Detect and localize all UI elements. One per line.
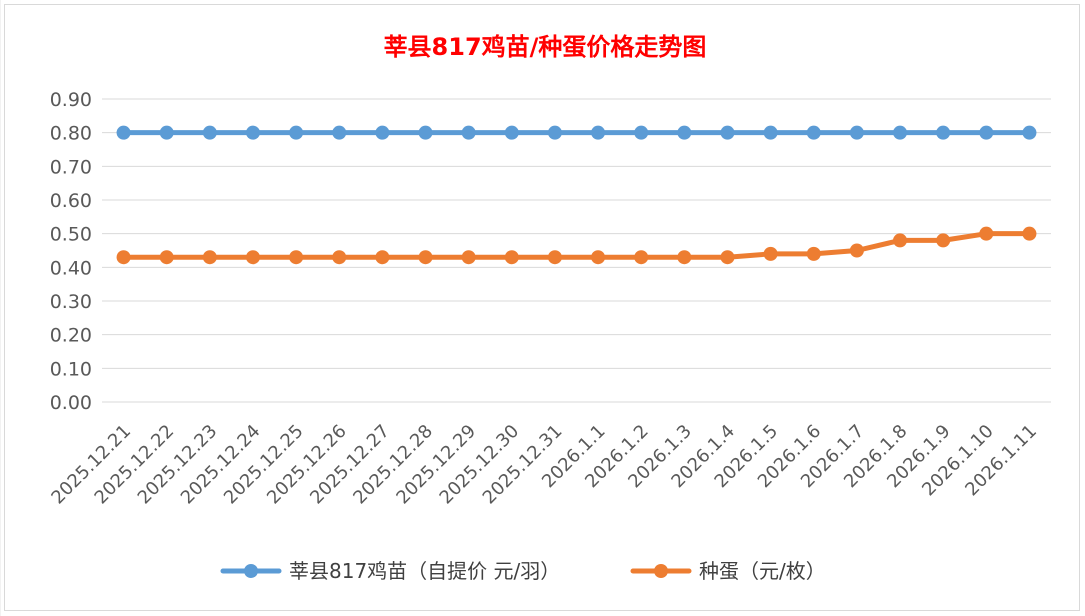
data-point[interactable] — [936, 233, 951, 248]
y-tick-label: 0.40 — [50, 257, 92, 279]
data-point[interactable] — [332, 250, 347, 265]
data-point[interactable] — [504, 250, 519, 265]
data-point[interactable] — [418, 125, 433, 140]
data-point[interactable] — [763, 246, 778, 261]
data-point[interactable] — [591, 125, 606, 140]
y-tick-label: 0.20 — [50, 325, 92, 347]
data-point[interactable] — [245, 250, 260, 265]
data-point[interactable] — [159, 250, 174, 265]
data-point[interactable] — [547, 125, 562, 140]
legend-item[interactable]: 种蛋（元/枚） — [630, 559, 826, 583]
data-point[interactable] — [893, 233, 908, 248]
y-tick-label: 0.60 — [50, 190, 92, 212]
y-tick-label: 0.80 — [50, 123, 92, 145]
data-point[interactable] — [979, 226, 994, 241]
legend-point-marker — [654, 564, 668, 578]
legend: 莘县817鸡苗（自提价 元/羽） 种蛋（元/枚） — [220, 559, 826, 583]
y-tick-label: 0.90 — [50, 89, 92, 111]
data-point[interactable] — [418, 250, 433, 265]
data-point[interactable] — [806, 246, 821, 261]
data-point[interactable] — [677, 125, 692, 140]
data-point[interactable] — [634, 125, 649, 140]
data-point[interactable] — [245, 125, 260, 140]
data-point[interactable] — [849, 243, 864, 258]
data-point[interactable] — [202, 125, 217, 140]
y-tick-label: 0.70 — [50, 156, 92, 178]
data-point[interactable] — [677, 250, 692, 265]
data-point[interactable] — [936, 125, 951, 140]
data-point[interactable] — [332, 125, 347, 140]
data-point[interactable] — [289, 250, 304, 265]
series-1 — [116, 125, 1037, 140]
chart-title: 莘县817鸡苗/种蛋价格走势图 — [384, 33, 707, 61]
data-point[interactable] — [461, 250, 476, 265]
data-point[interactable] — [1022, 226, 1037, 241]
data-point[interactable] — [547, 250, 562, 265]
y-tick-label: 0.00 — [50, 392, 92, 414]
data-point[interactable] — [720, 125, 735, 140]
data-point[interactable] — [591, 250, 606, 265]
data-point[interactable] — [375, 125, 390, 140]
series-group — [116, 125, 1037, 265]
series-line — [121, 231, 1032, 260]
data-point[interactable] — [116, 250, 131, 265]
y-tick-label: 0.50 — [50, 224, 92, 246]
legend-label: 莘县817鸡苗（自提价 元/羽） — [289, 559, 560, 583]
gridlines — [102, 98, 1051, 403]
data-point[interactable] — [893, 125, 908, 140]
x-axis-ticks: 2025.12.212025.12.222025.12.232025.12.24… — [47, 421, 1041, 509]
data-point[interactable] — [375, 250, 390, 265]
data-point[interactable] — [116, 125, 131, 140]
data-point[interactable] — [634, 250, 649, 265]
data-point[interactable] — [806, 125, 821, 140]
y-tick-label: 0.30 — [50, 291, 92, 313]
data-point[interactable] — [289, 125, 304, 140]
legend-point-marker — [244, 564, 258, 578]
y-tick-label: 0.10 — [50, 358, 92, 380]
series-2 — [116, 226, 1037, 265]
y-axis-ticks: 0.00 0.10 0.20 0.30 0.40 0.50 0.60 0.70 0.80 0.90 — [50, 89, 92, 414]
line-chart: 莘县817鸡苗/种蛋价格走势图 0.00 0.10 0.20 0.30 0.40 0.50… — [47, 33, 1051, 583]
data-point[interactable] — [1022, 125, 1037, 140]
data-point[interactable] — [763, 125, 778, 140]
data-point[interactable] — [720, 250, 735, 265]
data-point[interactable] — [504, 125, 519, 140]
data-point[interactable] — [461, 125, 476, 140]
data-point[interactable] — [979, 125, 994, 140]
legend-label: 种蛋（元/枚） — [699, 559, 826, 583]
data-point[interactable] — [159, 125, 174, 140]
data-point[interactable] — [202, 250, 217, 265]
legend-item[interactable]: 莘县817鸡苗（自提价 元/羽） — [220, 559, 560, 583]
data-point[interactable] — [849, 125, 864, 140]
chart-area[interactable]: 莘县817鸡苗/种蛋价格走势图 0.00 0.10 0.20 0.30 0.40 0.50… — [4, 4, 1080, 611]
